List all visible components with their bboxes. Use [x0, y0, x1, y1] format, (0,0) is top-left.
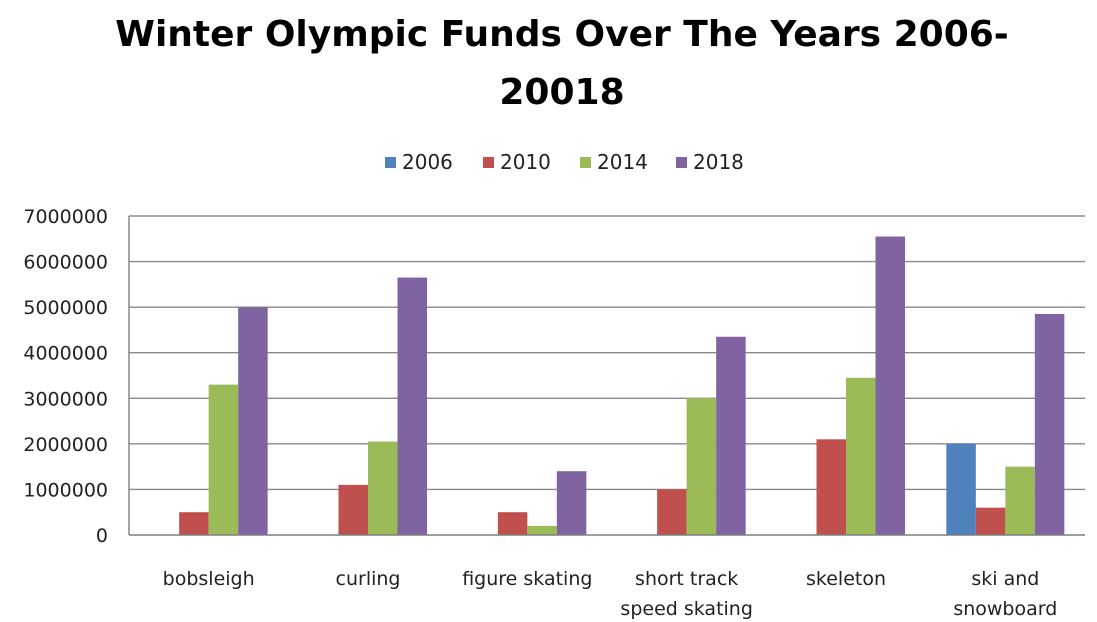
legend-label-2006: 2006: [402, 150, 453, 174]
bar-2014-figure-skating: [527, 525, 557, 535]
x-category-label: snowboard: [953, 598, 1057, 620]
y-tick-label: 0: [96, 525, 108, 547]
bar-2018-ski-and-snowboard: [1034, 313, 1065, 535]
bar-2010-bobsleigh: [179, 512, 209, 535]
bar-2018-short-track-speed-skating: [716, 336, 746, 535]
bar-2010-ski-and-snowboard: [975, 507, 1006, 535]
chart-title: Winter Olympic Funds Over The Years 2006…: [115, 14, 1009, 113]
y-tick-label: 5000000: [23, 297, 108, 319]
legend-label-2010: 2010: [500, 150, 551, 174]
bar-2018-bobsleigh: [238, 307, 268, 535]
legend-label-2018: 2018: [693, 150, 744, 174]
bar-2014-bobsleigh: [208, 384, 239, 535]
bar-2006-ski-and-snowboard: [946, 443, 976, 535]
legend-swatch-2006: [385, 157, 396, 168]
y-axis-ticks: 0 1000000 2000000 3000000 4000000 5000000 6000…: [23, 206, 108, 547]
y-tick-label: 7000000: [23, 206, 108, 228]
x-category-label: speed skating: [620, 598, 752, 620]
legend-label-2014: 2014: [597, 150, 648, 174]
axes: [128, 216, 1085, 536]
bar-2018-skeleton: [875, 236, 905, 535]
y-tick-label: 6000000: [23, 252, 108, 274]
y-tick-label: 1000000: [23, 479, 108, 501]
bar-2018-figure-skating: [556, 471, 587, 535]
bars: [179, 236, 1065, 535]
x-category-label: ski and: [971, 568, 1039, 590]
x-axis-categories: bobsleigh curling figure skating short trac…: [163, 568, 1058, 620]
x-category-label: figure skating: [462, 568, 592, 590]
x-category-label: bobsleigh: [163, 568, 255, 590]
bar-2014-skeleton: [846, 377, 876, 535]
bar-2010-figure-skating: [497, 512, 528, 535]
y-tick-label: 2000000: [23, 434, 108, 456]
y-tick-label: 4000000: [23, 343, 108, 365]
legend-swatch-2010: [483, 157, 494, 168]
chart-title-line-2: 20018: [499, 72, 624, 113]
gridlines: [129, 215, 1085, 491]
chart-title-line-1: Winter Olympic Funds Over The Years 2006…: [115, 14, 1009, 55]
x-category-label: skeleton: [806, 568, 886, 590]
bar-2014-curling: [368, 441, 398, 535]
bar-2010-skeleton: [816, 439, 846, 535]
bar-2010-curling: [338, 484, 368, 535]
bar-2010-short-track-speed-skating: [657, 489, 687, 535]
bar-2014-ski-and-snowboard: [1005, 466, 1035, 535]
x-category-label: short track: [635, 568, 738, 590]
x-category-label: curling: [336, 568, 401, 590]
y-tick-label: 3000000: [23, 388, 108, 410]
legend-swatch-2018: [676, 157, 687, 168]
bar-2014-short-track-speed-skating: [686, 398, 717, 535]
legend-swatch-2014: [580, 157, 591, 168]
chart-legend: 2006 2010 2014 2018: [385, 150, 744, 174]
bar-2018-curling: [397, 277, 427, 535]
